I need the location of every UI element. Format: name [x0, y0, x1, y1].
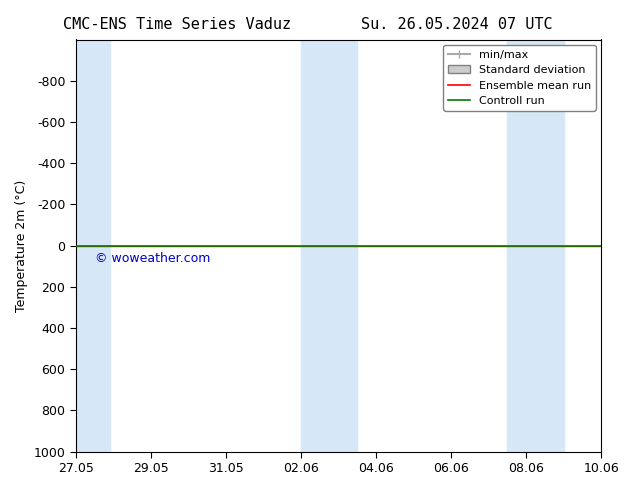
- Y-axis label: Temperature 2m (°C): Temperature 2m (°C): [15, 179, 28, 312]
- Legend: min/max, Standard deviation, Ensemble mean run, Controll run: min/max, Standard deviation, Ensemble me…: [443, 45, 595, 111]
- Text: CMC-ENS Time Series Vaduz: CMC-ENS Time Series Vaduz: [63, 17, 292, 32]
- Text: Su. 26.05.2024 07 UTC: Su. 26.05.2024 07 UTC: [361, 17, 552, 32]
- Text: © woweather.com: © woweather.com: [94, 252, 210, 265]
- Bar: [301, 40, 357, 452]
- Bar: [76, 40, 110, 452]
- Bar: [507, 40, 564, 452]
